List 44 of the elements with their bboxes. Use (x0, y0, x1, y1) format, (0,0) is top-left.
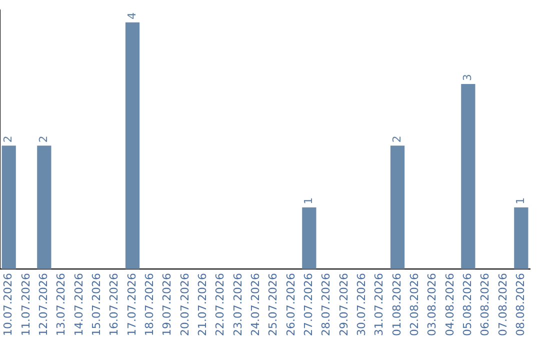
x-tick-label: 17.07.2026 (125, 273, 138, 336)
x-tick-label: 28.07.2026 (320, 273, 333, 336)
x-tick-label: 12.07.2026 (37, 273, 50, 336)
x-tick-label: 21.07.2026 (196, 273, 210, 336)
data-label: 4 (125, 12, 138, 20)
data-label: 2 (37, 136, 50, 143)
x-tick-label: 04.08.2026 (443, 273, 456, 336)
data-label: 1 (302, 197, 316, 204)
bar (37, 146, 52, 270)
x-tick-label: 16.07.2026 (108, 273, 121, 336)
x-tick-label: 13.07.2026 (54, 273, 68, 336)
x-tick-label: 14.07.2026 (72, 273, 86, 336)
data-label: 1 (514, 197, 528, 204)
x-tick-label: 15.07.2026 (90, 273, 104, 336)
x-tick-label: 06.08.2026 (478, 273, 492, 336)
x-tick-label: 19.07.2026 (160, 273, 174, 336)
x-tick-label: 24.07.2026 (249, 273, 262, 336)
x-tick-label: 10.07.2026 (2, 273, 15, 336)
bar (390, 146, 405, 270)
x-tick-label: 22.07.2026 (214, 273, 227, 336)
bar (514, 207, 528, 270)
x-tick-label: 27.07.2026 (302, 273, 316, 336)
x-tick-label: 11.07.2026 (19, 273, 32, 336)
bar (125, 22, 140, 270)
x-tick-label: 31.07.2026 (372, 273, 386, 336)
data-label: 2 (390, 136, 404, 143)
data-label: 3 (461, 74, 474, 82)
data-label: 2 (2, 136, 15, 143)
x-tick-label: 18.07.2026 (143, 273, 156, 336)
x-tick-label: 29.07.2026 (337, 273, 350, 336)
x-tick-label: 05.08.2026 (461, 273, 474, 336)
x-tick-label: 25.07.2026 (266, 273, 280, 336)
bar (302, 207, 316, 270)
bar (461, 84, 476, 270)
x-tick-label: 08.08.2026 (514, 273, 528, 336)
bar (2, 146, 16, 270)
x-tick-label: 23.07.2026 (231, 273, 244, 336)
x-tick-label: 07.08.2026 (496, 273, 510, 336)
x-tick-label: 26.07.2026 (284, 273, 298, 336)
x-tick-label: 01.08.2026 (390, 273, 404, 336)
x-tick-label: 20.07.2026 (178, 273, 192, 336)
x-tick-label: 30.07.2026 (355, 273, 368, 336)
x-tick-label: 03.08.2026 (426, 273, 439, 336)
x-tick-label: 02.08.2026 (408, 273, 422, 336)
